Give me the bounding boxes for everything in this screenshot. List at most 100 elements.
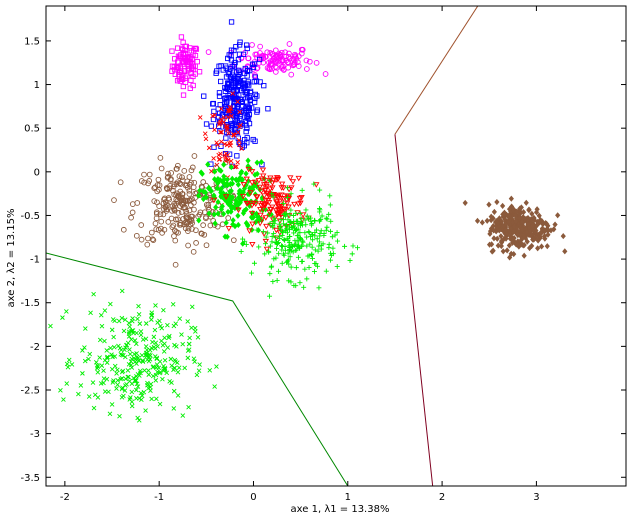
data-point xyxy=(495,242,501,249)
data-point xyxy=(171,367,176,373)
data-point xyxy=(115,378,121,383)
data-point xyxy=(534,206,540,213)
data-point xyxy=(314,236,320,242)
data-point xyxy=(250,136,256,143)
data-point xyxy=(223,103,229,110)
data-point xyxy=(133,356,138,362)
data-point xyxy=(247,190,254,196)
data-point xyxy=(262,251,268,257)
data-point xyxy=(189,164,196,171)
data-point xyxy=(263,241,269,247)
data-point xyxy=(78,383,84,388)
data-point xyxy=(266,249,272,255)
data-point xyxy=(232,164,238,170)
data-point xyxy=(294,247,300,253)
data-point xyxy=(293,228,299,234)
data-point xyxy=(347,257,353,263)
data-point xyxy=(267,243,273,249)
data-point xyxy=(513,208,520,215)
data-point xyxy=(284,211,290,217)
data-point xyxy=(508,195,514,202)
y-axis-label: axe 2, λ2 = 13.15% xyxy=(6,209,17,308)
data-point xyxy=(122,317,128,322)
data-point xyxy=(129,337,134,342)
data-point xyxy=(491,227,497,234)
data-point xyxy=(99,323,105,329)
data-point xyxy=(225,194,231,201)
data-point xyxy=(236,138,242,143)
data-point xyxy=(280,229,286,235)
data-point xyxy=(327,193,333,199)
data-point xyxy=(256,56,263,63)
data-point xyxy=(154,199,160,206)
data-point xyxy=(148,388,153,393)
data-point xyxy=(491,208,497,215)
data-point xyxy=(524,228,530,235)
data-point xyxy=(229,175,235,182)
data-point xyxy=(317,239,323,245)
data-point xyxy=(544,243,550,250)
data-point xyxy=(330,245,336,251)
data-point xyxy=(243,122,249,128)
data-point xyxy=(150,339,155,345)
data-point xyxy=(186,174,193,180)
data-point xyxy=(488,213,494,220)
data-point xyxy=(560,233,566,240)
data-point xyxy=(269,234,275,240)
data-point xyxy=(234,115,240,121)
data-point xyxy=(132,338,138,343)
data-point xyxy=(300,239,306,245)
data-point xyxy=(311,217,317,223)
data-point xyxy=(143,408,148,413)
data-point xyxy=(256,184,263,191)
data-point xyxy=(275,210,283,217)
data-point xyxy=(275,192,283,199)
data-point xyxy=(233,197,239,204)
data-point xyxy=(185,242,191,249)
data-point xyxy=(314,263,320,269)
data-point xyxy=(219,203,225,210)
data-point xyxy=(190,248,197,255)
data-point xyxy=(119,394,125,400)
data-point xyxy=(145,357,150,363)
data-point xyxy=(238,122,243,128)
data-point xyxy=(523,199,529,206)
data-point xyxy=(220,112,226,118)
data-point xyxy=(225,226,233,232)
data-point xyxy=(543,220,549,227)
cluster-9 xyxy=(462,195,568,261)
data-point xyxy=(484,217,490,224)
data-point xyxy=(245,55,252,62)
data-point xyxy=(335,238,341,244)
data-point xyxy=(199,230,205,237)
data-point xyxy=(245,95,251,101)
data-point xyxy=(237,96,243,102)
data-point xyxy=(164,174,171,181)
data-point xyxy=(219,129,224,135)
data-point xyxy=(161,349,167,354)
data-point xyxy=(235,130,241,135)
data-point xyxy=(287,212,293,218)
data-point xyxy=(526,206,532,213)
data-point xyxy=(494,198,500,206)
data-point xyxy=(232,103,238,110)
x-tick-label: 0 xyxy=(250,492,256,503)
data-point xyxy=(350,243,356,249)
cluster-5 xyxy=(196,157,274,247)
data-point xyxy=(248,270,254,276)
data-point xyxy=(283,223,289,229)
data-point xyxy=(513,218,519,225)
data-point xyxy=(259,200,266,207)
data-point xyxy=(311,269,317,275)
data-point xyxy=(288,207,294,213)
data-point xyxy=(66,357,72,363)
data-point xyxy=(326,211,332,217)
data-point xyxy=(502,227,508,234)
data-point xyxy=(494,235,500,242)
data-point xyxy=(223,151,229,156)
data-point xyxy=(244,81,251,87)
data-point xyxy=(155,227,162,233)
data-point xyxy=(130,328,136,333)
data-point xyxy=(242,65,248,72)
data-point xyxy=(208,123,215,129)
